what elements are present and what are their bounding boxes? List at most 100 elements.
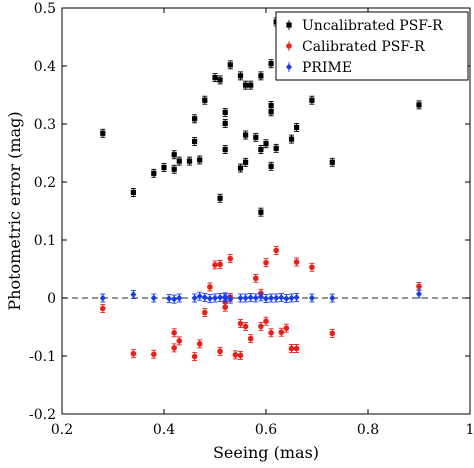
series-2-point-8 [201,292,208,302]
marker [222,294,229,302]
legend-label: Uncalibrated PSF-R [302,18,443,34]
marker [309,264,315,271]
series-0-point-41 [416,100,422,110]
series-0-point-32 [268,161,274,171]
series-2-point-21 [268,293,275,303]
series-2-point-20 [263,294,269,304]
series-1-point-19 [237,319,244,328]
marker [288,294,295,302]
series-1-point-26 [263,258,269,268]
series-0-point-9 [192,114,198,124]
series-0-point-35 [273,143,279,153]
series-0-point-22 [243,130,249,140]
y-tick-label-1: -0.1 [29,349,56,365]
series-1-point-8 [202,308,208,317]
series-0-point-27 [258,71,264,81]
series-0-point-24 [248,80,254,90]
series-0-point-37 [288,134,295,144]
marker [166,295,173,302]
marker [268,61,274,67]
marker [263,295,269,302]
series-2-point-4 [171,294,178,304]
marker [247,294,254,301]
marker [212,75,218,81]
x-tick-label-2: 0.6 [255,422,277,438]
series-1-point-24 [258,321,264,331]
series-0-point-16 [222,118,228,128]
marker [243,82,249,88]
marker [268,109,274,115]
marker [258,146,264,153]
marker [192,116,198,122]
series-2-point-22 [273,293,280,303]
y-tick-label-4: 0.2 [34,175,56,191]
marker [258,323,264,330]
marker [252,294,259,302]
marker [217,77,223,83]
marker [293,259,300,265]
series-1-point-30 [283,323,290,333]
marker [308,294,315,302]
marker [257,293,264,301]
marker [212,262,218,268]
series-0-point-30 [268,59,274,69]
series-0-point-3 [161,163,167,172]
legend-item-2: PRIME [286,60,352,76]
marker [237,352,244,359]
series-2-point-18 [252,293,259,303]
marker [99,294,106,302]
series-0-point-25 [253,132,259,142]
series-0-point-5 [171,150,177,160]
series-0-point-7 [186,156,193,166]
series-1-point-7 [196,339,203,349]
x-tick-label-4: 1 [466,422,474,438]
marker [222,120,228,127]
series-1-point-17 [232,350,239,360]
legend-label: PRIME [302,60,352,76]
marker [288,345,295,352]
marker [416,290,422,298]
series-0-point-15 [222,107,228,117]
marker [197,157,203,163]
series-1-point-35 [329,328,336,338]
series-1-point-29 [278,327,285,337]
marker [176,338,183,344]
marker [130,189,136,196]
series-1-point-0 [100,303,106,313]
legend-box [275,11,469,81]
marker [253,275,259,282]
marker [263,141,269,147]
series-0-point-13 [217,75,223,85]
series-1-point-33 [293,344,300,353]
marker [100,130,106,136]
series-0-point-4 [171,164,177,174]
series-2-point-16 [242,293,249,303]
x-axis-title: Seeing (mas) [213,443,319,462]
series-2 [99,289,422,304]
y-tick-label-5: 0.3 [34,117,56,133]
marker [288,136,295,142]
series-0-point-28 [258,207,264,217]
series-2-point-26 [293,292,300,302]
marker [201,294,208,301]
series-2-point-27 [308,293,315,303]
marker [268,163,274,169]
series-1-point-4 [171,343,177,353]
y-axis-title: Photometric error (mag) [5,111,24,310]
marker [171,166,177,172]
series-1-point-3 [171,328,177,338]
marker [278,294,285,301]
marker [278,329,285,336]
y-tick-label-2: 0 [47,291,56,307]
series-0-point-26 [258,145,264,154]
series-2-point-1 [130,290,137,299]
series-0-point-38 [294,123,300,132]
marker [171,330,177,336]
marker [176,294,183,302]
marker [191,294,198,302]
series-0-point-20 [237,71,244,81]
marker [329,330,336,337]
marker [227,62,233,68]
marker [227,255,234,262]
series-2-point-7 [196,291,203,301]
